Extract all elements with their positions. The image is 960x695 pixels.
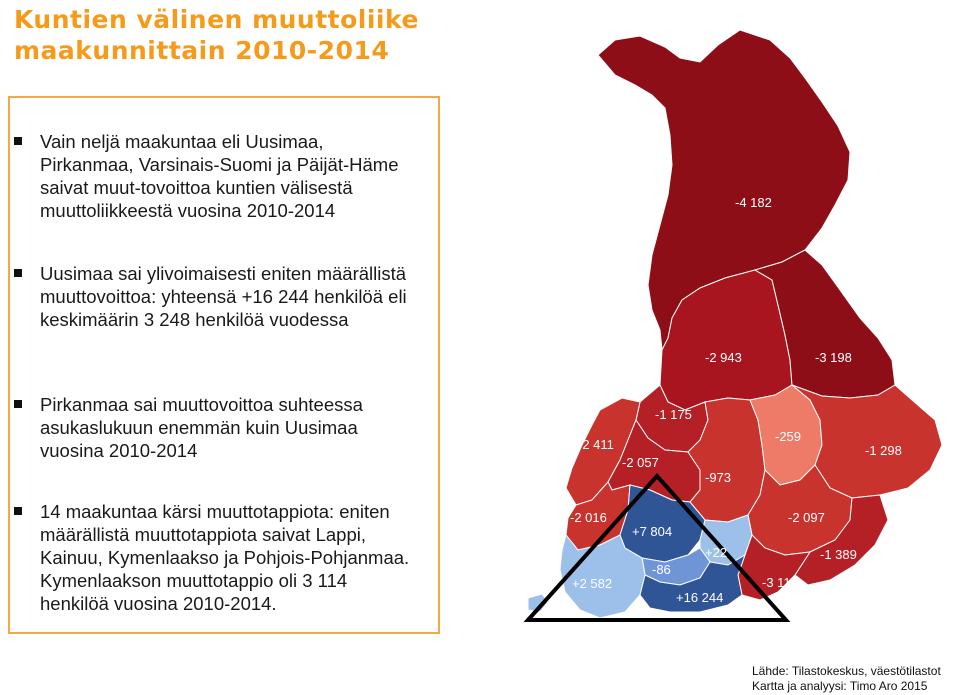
bullet-square-icon [14, 137, 22, 145]
region-uusimaa [639, 553, 746, 613]
source-credit: Lähde: Tilastokeskus, väestötilastot Kar… [752, 664, 941, 694]
bullet-square-icon [14, 507, 22, 515]
author-line: Kartta ja analyysi: Timo Aro 2015 [752, 679, 928, 693]
region-etela-karjala [794, 494, 889, 586]
source-line: Lähde: Tilastokeskus, väestötilastot [752, 664, 941, 678]
label-kymenlaakso: -3 114 [762, 575, 798, 590]
bullet-item: 14 maakuntaa kärsi muuttotappiota: enite… [14, 500, 420, 615]
bullet-item: Pirkanmaa sai muuttovoittoa suhteessa as… [14, 393, 420, 462]
label-pohjois-karjala: -1 298 [865, 443, 902, 458]
summary-text-box [8, 96, 440, 634]
bullet-square-icon [14, 269, 22, 277]
finland-region-map: -4 182 -2 943 -3 198 -1 175 -2 411 -2 05… [523, 30, 943, 622]
label-pohjois-savo: -259 [775, 429, 801, 444]
label-lappi: -4 182 [735, 195, 772, 210]
page-title: Kuntien välinen muuttoliike maakunnittai… [14, 4, 454, 66]
label-etela-savo: -2 097 [788, 510, 825, 525]
label-kanta-hame: -86 [652, 562, 671, 577]
label-pirkanmaa: +7 804 [632, 524, 672, 539]
bullet-item: Uusimaa sai ylivoimaisesti eniten määräl… [14, 262, 420, 331]
label-satakunta: -2 016 [570, 510, 607, 525]
label-varsinais-suomi: +2 582 [572, 576, 612, 591]
title-line-2: maakunnittain 2010-2014 [14, 36, 390, 65]
bullet-text: Uusimaa sai ylivoimaisesti eniten määräl… [40, 263, 407, 330]
bullet-item: Vain neljä maakuntaa eli Uusimaa, Pirkan… [14, 130, 420, 222]
label-pohjanmaa: -2 411 [578, 437, 614, 452]
bullet-text: Pirkanmaa sai muuttovoittoa suhteessa as… [40, 394, 363, 461]
label-pohjois-pohjanmaa: -2 943 [705, 350, 742, 365]
bullet-text: 14 maakuntaa kärsi muuttotappiota: enite… [40, 501, 410, 614]
label-keski-pohjanmaa: -1 175 [655, 407, 692, 422]
region-pohjois-karjala [791, 384, 943, 499]
label-uusimaa: +16 244 [676, 590, 723, 605]
label-kainuu: -3 198 [815, 350, 852, 365]
bullet-square-icon [14, 400, 22, 408]
growth-triangle-outline [523, 473, 791, 622]
label-paijat-hame: +22 [705, 545, 727, 560]
title-line-1: Kuntien välinen muuttoliike [14, 5, 419, 34]
label-keski-suomi: -973 [705, 470, 731, 485]
label-etela-pohjanmaa: -2 057 [622, 455, 659, 470]
region-ahvenanmaa [527, 593, 549, 613]
label-etela-karjala: -1 389 [820, 547, 857, 562]
bullet-text: Vain neljä maakuntaa eli Uusimaa, Pirkan… [40, 131, 399, 221]
